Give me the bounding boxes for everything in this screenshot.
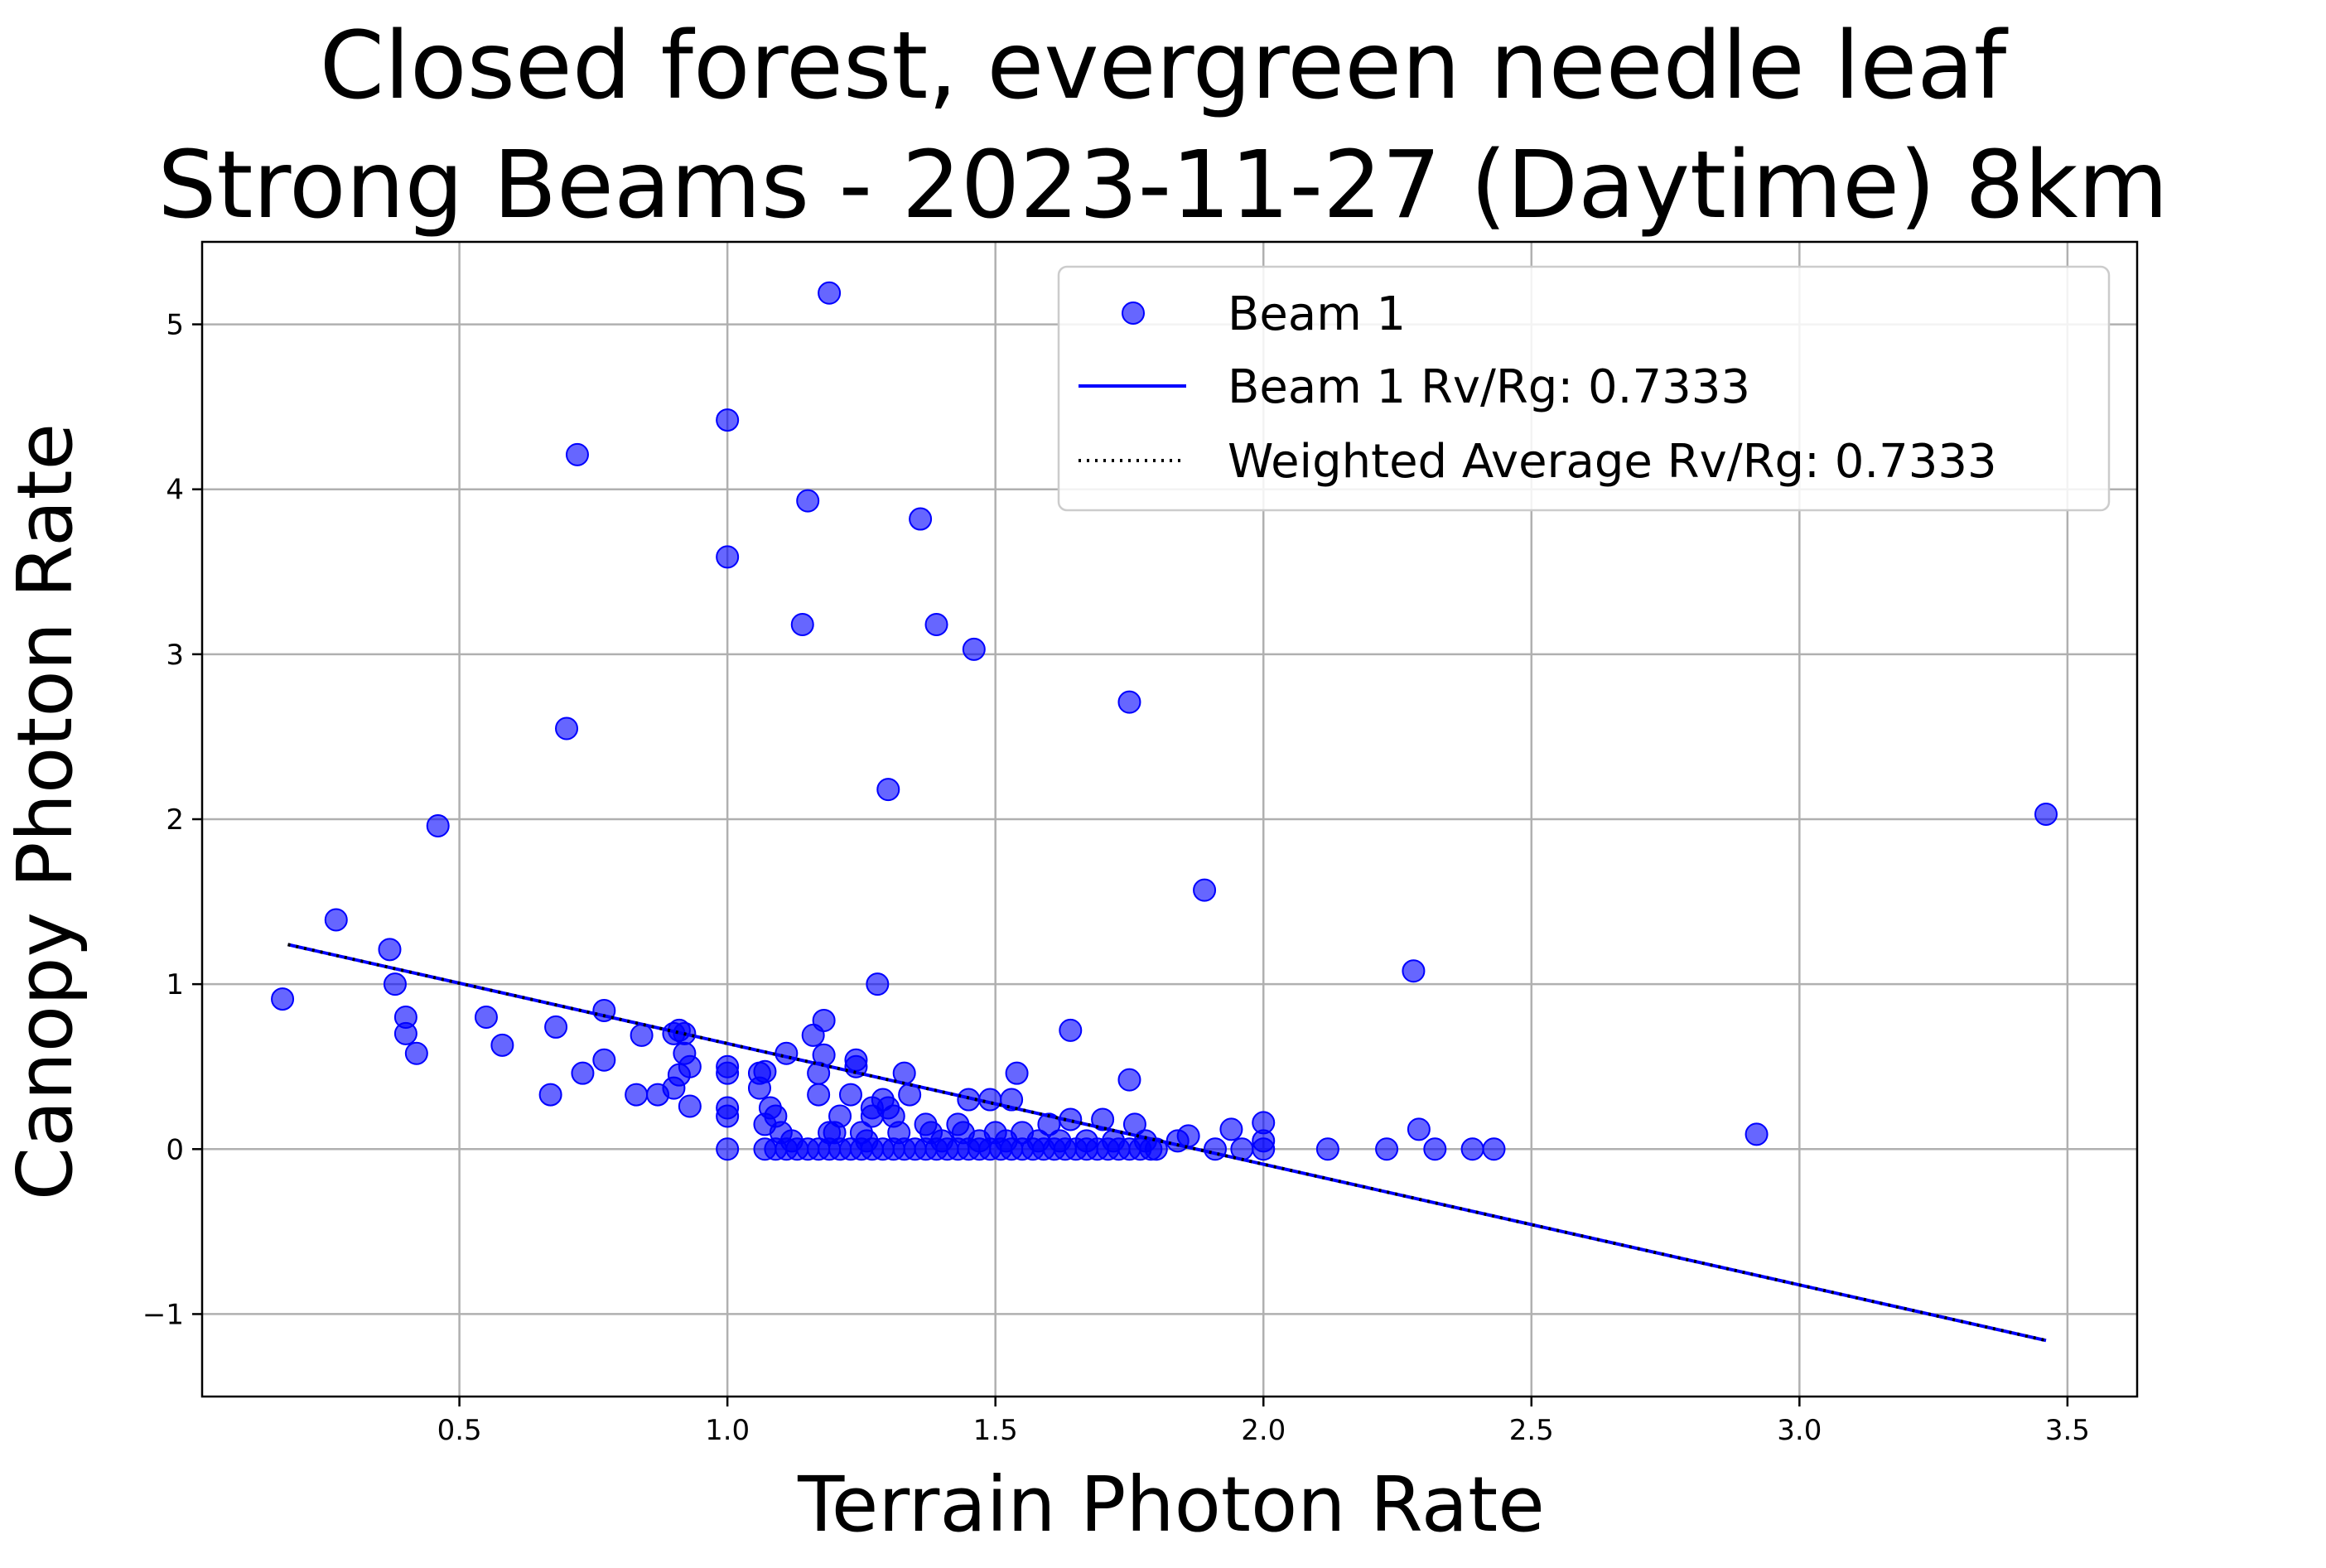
data-point	[1091, 1107, 1115, 1131]
data-point	[790, 613, 814, 637]
data-point	[625, 1083, 649, 1107]
data-point	[1744, 1122, 1769, 1146]
data-point	[474, 1005, 498, 1029]
y-tick-label: −1	[142, 1298, 184, 1331]
data-point	[716, 1061, 740, 1085]
data-point	[544, 1015, 568, 1039]
data-point	[565, 442, 589, 466]
y-tick-label: 3	[166, 639, 184, 672]
data-point	[716, 1104, 740, 1128]
plot-area-frame	[200, 240, 2139, 1398]
axis-ticks: 0.5 1.0 1.5 2.0 2.5 3.0 3.5 −1 0 1 2 3 4 5	[142, 309, 2090, 1447]
data-point	[378, 938, 402, 962]
data-point	[838, 1083, 862, 1107]
data-point	[678, 1094, 702, 1118]
legend-marker-beam-1	[1122, 302, 1145, 325]
y-axis-label: Canopy Photon Rate	[1, 423, 89, 1200]
legend-box	[1057, 265, 2111, 512]
data-points	[271, 281, 2058, 1161]
fit-lines	[287, 943, 2047, 1343]
data-point	[678, 1054, 702, 1078]
data-point	[383, 972, 407, 996]
data-point	[1375, 1137, 1399, 1161]
data-point	[866, 972, 890, 996]
data-point	[716, 1137, 740, 1161]
data-point	[716, 408, 740, 432]
data-point	[1315, 1137, 1339, 1161]
data-point	[1005, 1061, 1029, 1085]
x-tick-label: 0.5	[437, 1414, 482, 1447]
data-point	[630, 1023, 654, 1047]
x-tick-label: 3.0	[1777, 1414, 1822, 1447]
data-point	[1193, 878, 1217, 902]
x-tick-label: 1.0	[705, 1414, 750, 1447]
data-point	[1423, 1137, 1447, 1161]
data-point	[1407, 1117, 1431, 1141]
data-point	[812, 1008, 836, 1032]
x-tick-label: 2.5	[1509, 1414, 1554, 1447]
data-point	[1460, 1137, 1484, 1161]
data-point	[426, 813, 450, 837]
x-tick-label: 1.5	[973, 1414, 1018, 1447]
data-point	[555, 716, 579, 741]
data-point	[1176, 1124, 1200, 1148]
data-point	[828, 1104, 852, 1128]
data-point	[753, 1059, 777, 1083]
data-point	[909, 507, 933, 531]
data-point	[490, 1033, 514, 1057]
data-point	[404, 1041, 428, 1065]
y-tick-label: 0	[166, 1133, 184, 1166]
y-tick-label: 1	[166, 968, 184, 1001]
legend-label-beam-1: Beam 1	[1228, 287, 1406, 341]
data-point	[1219, 1117, 1243, 1141]
x-tick-label: 3.5	[2045, 1414, 2090, 1447]
data-point	[393, 1021, 417, 1045]
data-point	[1482, 1137, 1506, 1161]
data-point	[796, 489, 820, 513]
data-point	[1402, 959, 1426, 983]
weighted-average-line	[287, 943, 2047, 1343]
x-tick-label: 2.0	[1241, 1414, 1286, 1447]
data-point	[818, 281, 842, 305]
data-point	[1117, 1068, 1141, 1092]
data-point	[876, 778, 900, 802]
data-point	[1037, 1112, 1061, 1136]
data-point	[538, 1083, 562, 1107]
legend-label-beam-1-fit: Beam 1 Rv/Rg: 0.7333	[1228, 360, 1750, 414]
data-point	[571, 1061, 595, 1085]
y-tick-label: 5	[166, 309, 184, 342]
data-point	[592, 1048, 616, 1072]
data-point	[716, 545, 740, 569]
data-point	[807, 1083, 831, 1107]
y-tick-label: 2	[166, 803, 184, 837]
data-point	[1117, 690, 1141, 714]
data-point	[2034, 803, 2058, 827]
data-point	[924, 613, 948, 637]
y-tick-label: 4	[166, 474, 184, 507]
data-point	[271, 987, 295, 1011]
data-point	[324, 908, 348, 932]
chart-subtitle: Strong Beams - 2023-11-27 (Daytime) 8km	[157, 132, 2168, 239]
data-point	[1252, 1137, 1276, 1161]
chart-title: Closed forest, evergreen needle leaf	[320, 12, 2009, 120]
data-point	[962, 637, 986, 661]
legend: Beam 1 Beam 1 Rv/Rg: 0.7333 Weighted Ave…	[1057, 265, 2111, 512]
legend-label-weighted-average: Weighted Average Rv/Rg: 0.7333	[1228, 435, 1997, 489]
x-axis-label: Terrain Photon Rate	[797, 1460, 1545, 1549]
data-point	[1059, 1018, 1083, 1042]
